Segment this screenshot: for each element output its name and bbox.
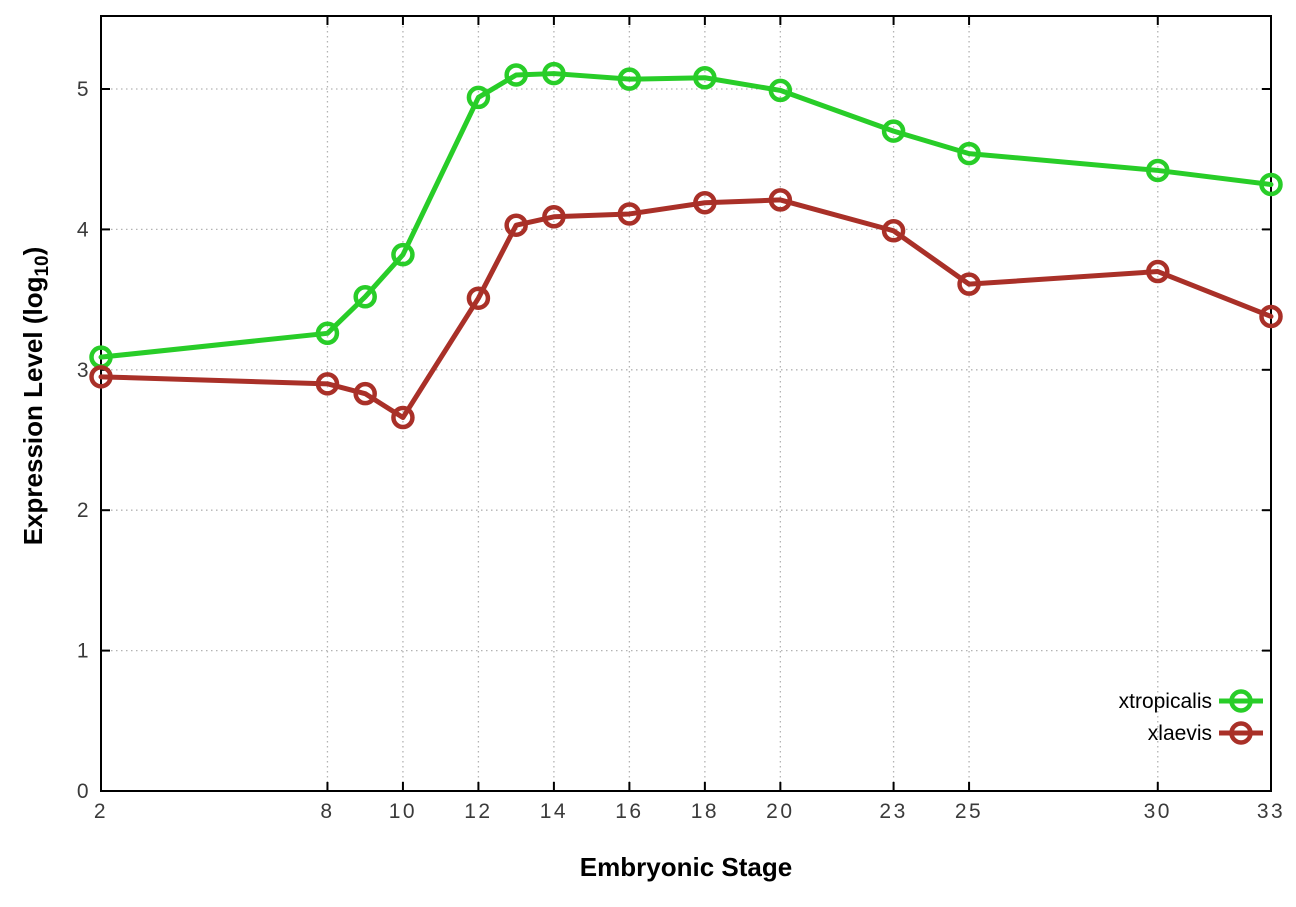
data-point-xlaevis-stage-10	[391, 405, 415, 430]
data-point-xlaevis-stage-2	[89, 365, 113, 389]
legend-label-xlaevis: xlaevis	[1148, 722, 1212, 745]
data-point-xtropicalis-stage-18	[693, 66, 717, 90]
x-tick-label: 33	[1257, 800, 1285, 823]
y-axis-title-subscript: 10	[32, 255, 53, 277]
x-tick-label: 16	[615, 800, 643, 823]
series-line-xlaevis	[98, 197, 1274, 421]
data-point-xlaevis-stage-18	[693, 190, 717, 215]
plot-border	[100, 15, 1272, 792]
legend-marker-xtropicalis	[1229, 689, 1253, 713]
x-tick-label: 23	[879, 800, 907, 823]
data-point-xtropicalis-stage-10	[391, 242, 415, 267]
data-point-xtropicalis-stage-30	[1146, 158, 1170, 183]
x-tick-label: 20	[766, 800, 794, 823]
data-point-xlaevis-stage-9	[353, 381, 377, 406]
data-point-xtropicalis-stage-25	[957, 141, 981, 166]
y-axis-title-text: Expression Level (log	[18, 276, 48, 546]
data-point-xtropicalis-stage-8	[315, 321, 340, 346]
x-tick-label: 12	[464, 800, 492, 823]
y-tick-label: 3	[77, 359, 91, 382]
y-tick-label: 2	[77, 499, 91, 522]
data-point-xtropicalis-stage-14	[542, 61, 566, 86]
data-point-xlaevis-stage-14	[542, 205, 566, 229]
y-axis-title: Expression Level (log10)	[18, 247, 54, 546]
data-point-xlaevis-stage-12	[466, 286, 491, 310]
y-tick-label: 5	[77, 78, 91, 101]
x-tick-label: 2	[94, 800, 108, 823]
y-tick-label: 4	[77, 218, 91, 241]
legend-label-xtropicalis: xtropicalis	[1119, 690, 1212, 713]
data-point-xtropicalis-stage-9	[353, 285, 377, 309]
data-point-xtropicalis-stage-23	[881, 119, 906, 143]
data-point-xlaevis-stage-25	[957, 272, 981, 296]
x-tick-label: 14	[540, 800, 568, 823]
x-axis-title: Embryonic Stage	[579, 852, 793, 882]
data-point-xlaevis-stage-30	[1146, 259, 1170, 284]
data-point-xtropicalis-stage-13	[504, 63, 528, 87]
x-tick-label: 10	[389, 800, 417, 823]
series-line-xtropicalis	[98, 71, 1274, 360]
data-point-xlaevis-stage-8	[315, 372, 340, 396]
data-point-xtropicalis-stage-20	[768, 78, 793, 103]
data-point-xlaevis-stage-13	[504, 213, 528, 237]
legend-marker-xlaevis	[1229, 721, 1253, 745]
data-point-xlaevis-stage-16	[617, 202, 642, 226]
data-point-xtropicalis-stage-33	[1259, 172, 1283, 197]
y-tick-label: 1	[77, 640, 91, 663]
y-tick-label: 0	[77, 780, 91, 803]
data-point-xtropicalis-stage-12	[466, 85, 491, 110]
data-point-xlaevis-stage-23	[881, 219, 906, 243]
data-point-xlaevis-stage-33	[1259, 304, 1283, 329]
y-axis-title-suffix: )	[18, 246, 48, 256]
x-tick-label: 8	[320, 800, 334, 823]
data-point-xlaevis-stage-20	[768, 188, 793, 212]
data-point-xtropicalis-stage-16	[617, 67, 642, 91]
x-tick-label: 25	[955, 800, 983, 823]
x-tick-label: 30	[1144, 800, 1172, 823]
x-tick-label: 18	[691, 800, 719, 823]
